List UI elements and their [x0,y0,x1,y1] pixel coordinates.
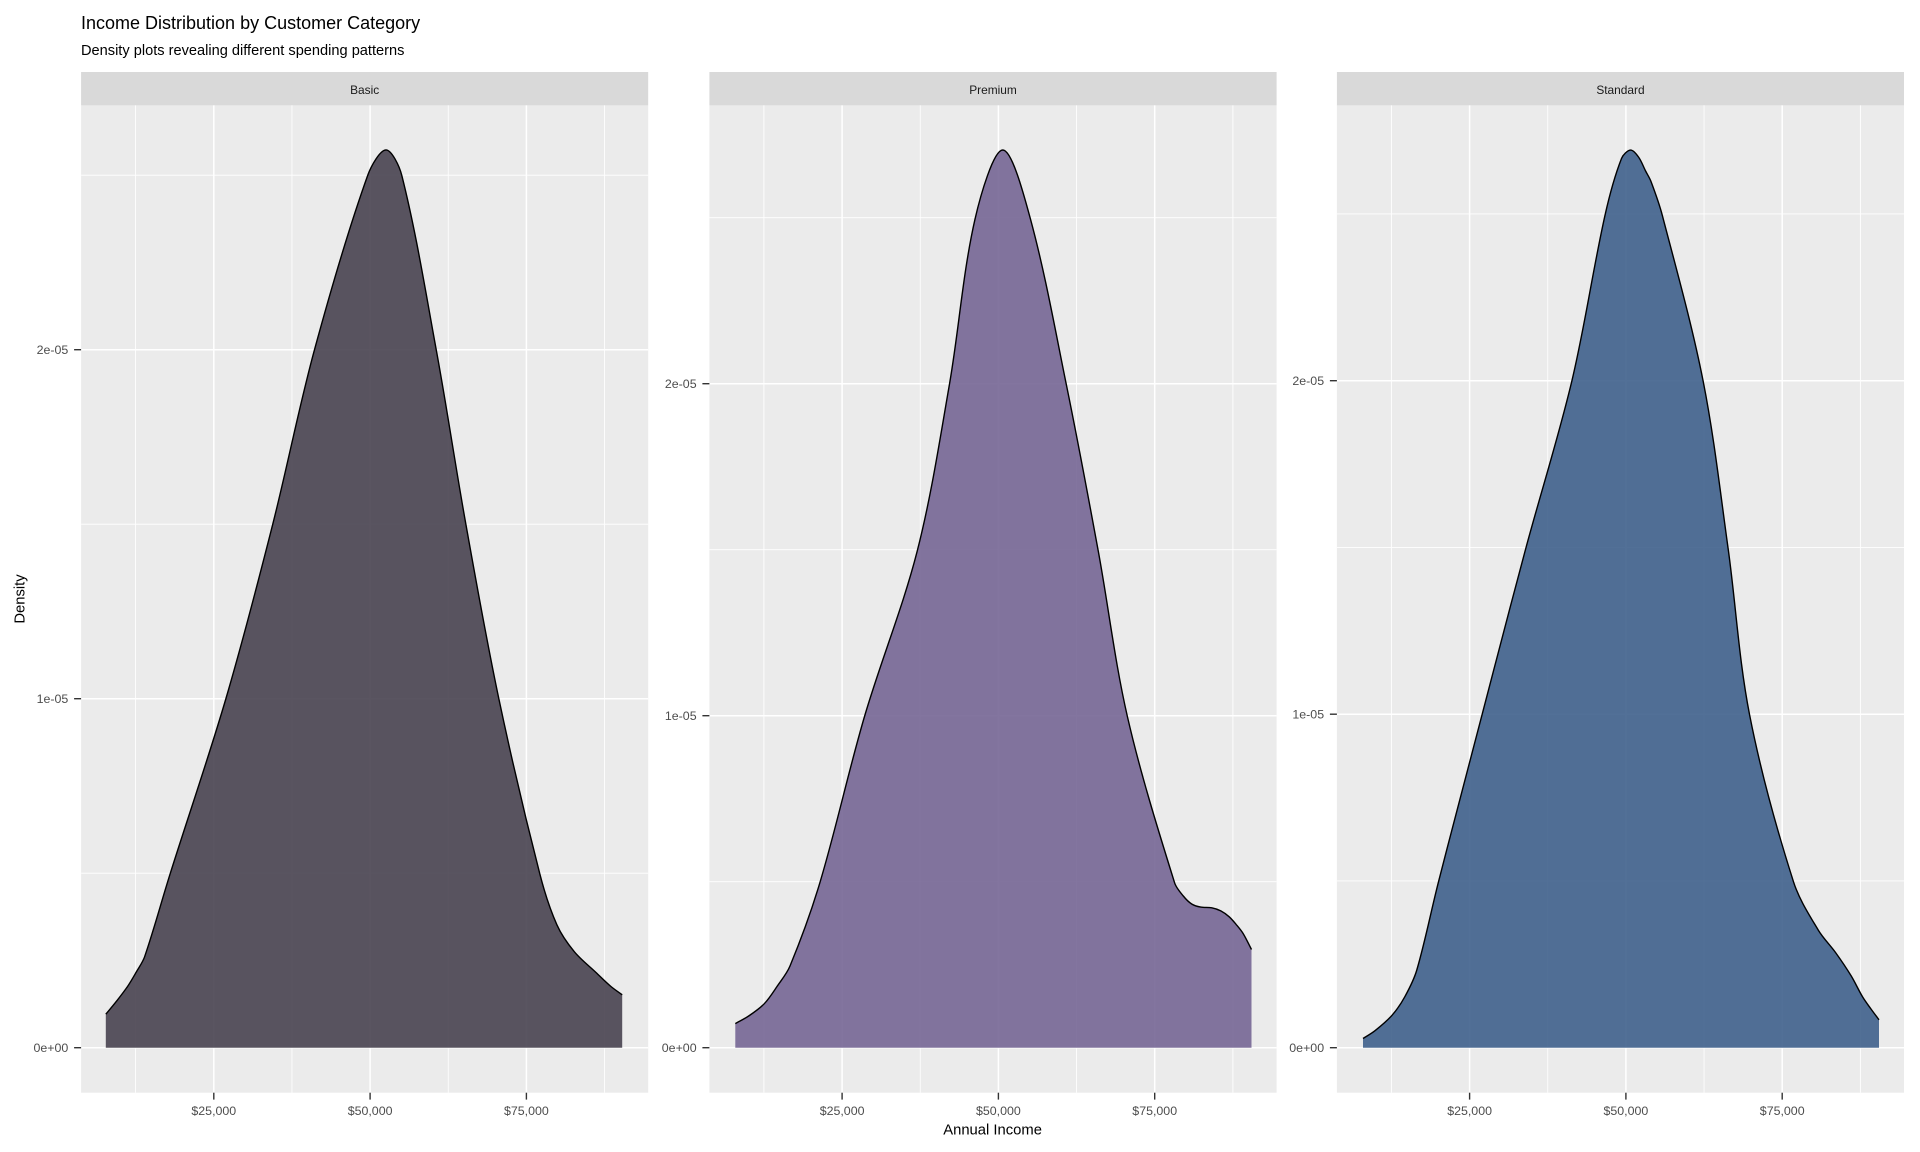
svg-text:Basic: Basic [350,83,379,97]
svg-text:$50,000: $50,000 [976,1104,1021,1118]
svg-text:$25,000: $25,000 [191,1104,236,1118]
svg-text:Premium: Premium [969,83,1017,97]
svg-text:2e-05: 2e-05 [37,343,69,357]
svg-text:Annual Income: Annual Income [943,1122,1042,1138]
svg-text:0e+00: 0e+00 [662,1041,697,1055]
svg-text:$25,000: $25,000 [1447,1104,1492,1118]
svg-text:Income Distribution by Custome: Income Distribution by Customer Category [81,13,420,33]
svg-text:2e-05: 2e-05 [1292,374,1324,388]
svg-text:Density: Density [13,574,29,624]
svg-text:Standard: Standard [1596,83,1644,97]
svg-text:1e-05: 1e-05 [665,709,697,723]
svg-text:2e-05: 2e-05 [665,377,697,391]
svg-text:0e+00: 0e+00 [33,1041,68,1055]
svg-text:$75,000: $75,000 [1760,1104,1805,1118]
svg-text:$50,000: $50,000 [1604,1104,1649,1118]
svg-text:1e-05: 1e-05 [1292,708,1324,722]
svg-text:Density plots revealing differ: Density plots revealing different spendi… [81,43,404,59]
svg-text:$25,000: $25,000 [820,1104,865,1118]
svg-text:$75,000: $75,000 [1132,1104,1177,1118]
svg-text:1e-05: 1e-05 [37,692,69,706]
svg-text:$50,000: $50,000 [348,1104,393,1118]
svg-text:0e+00: 0e+00 [1289,1041,1324,1055]
svg-text:$75,000: $75,000 [504,1104,549,1118]
